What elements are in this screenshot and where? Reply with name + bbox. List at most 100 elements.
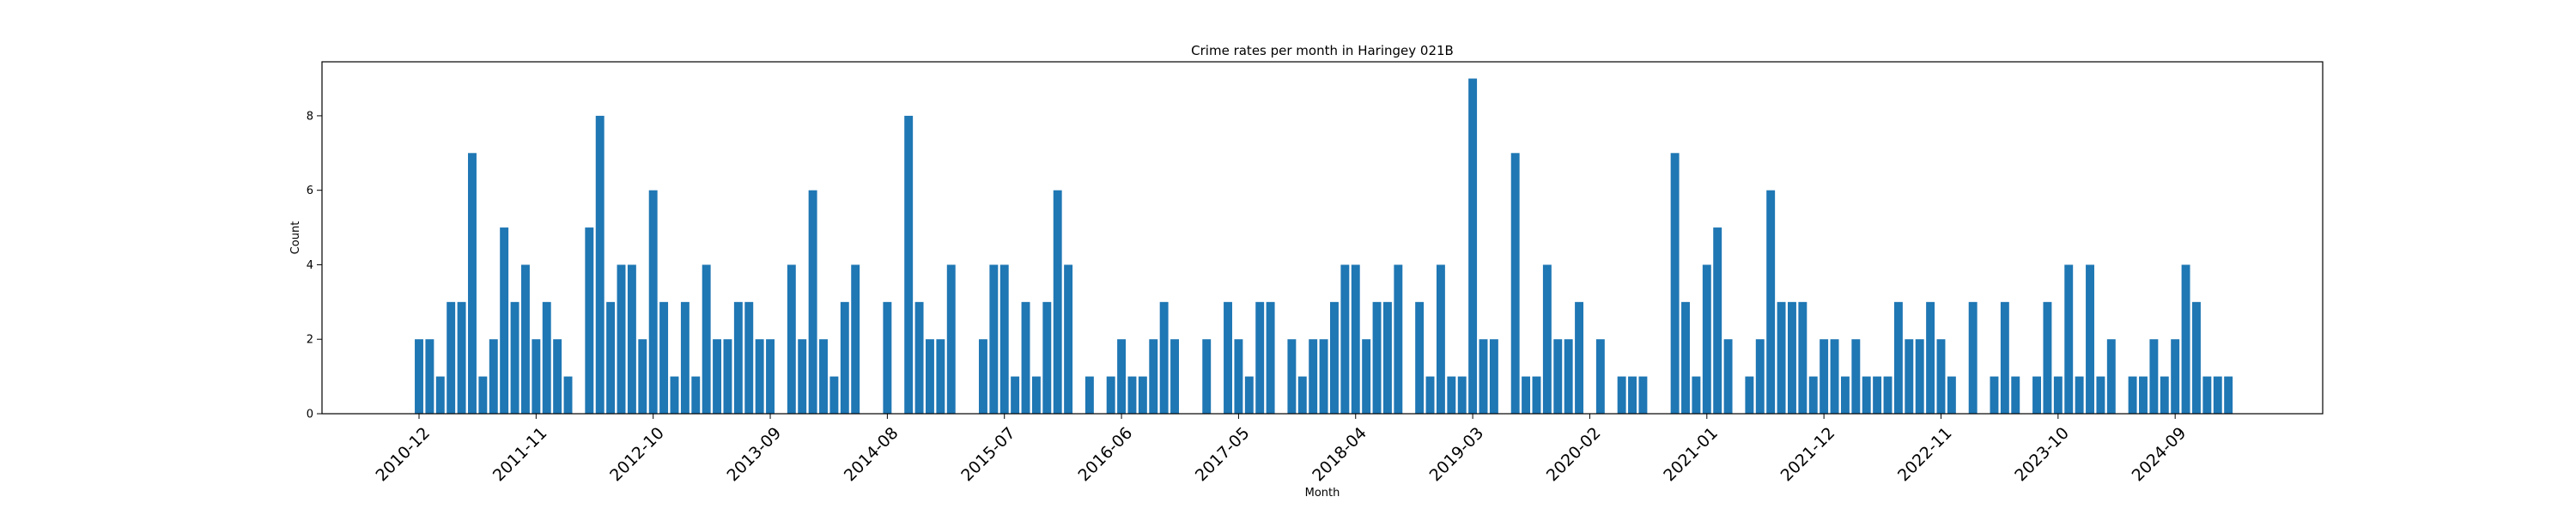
bar	[1990, 376, 1999, 414]
bar	[926, 339, 934, 414]
bar	[617, 264, 626, 414]
bar	[946, 264, 956, 414]
bar	[1340, 264, 1350, 414]
x-tick-label: 2020-02	[1543, 424, 1605, 486]
bar	[457, 301, 466, 414]
bar	[670, 376, 679, 414]
bar	[1255, 301, 1265, 414]
bar	[1617, 376, 1626, 414]
bar	[1510, 153, 1520, 415]
bar	[2181, 264, 2190, 414]
bar	[2032, 376, 2041, 414]
bar	[2202, 376, 2212, 414]
bar	[1681, 301, 1690, 414]
bar	[659, 301, 669, 414]
bar	[1755, 339, 1765, 414]
bar	[1064, 264, 1073, 414]
x-tick-label: 2015-07	[957, 424, 1019, 486]
bar	[415, 339, 423, 414]
bar	[999, 264, 1009, 414]
bar	[1968, 301, 1978, 414]
bar	[1542, 264, 1552, 414]
bar	[1149, 339, 1158, 414]
plot-frame	[321, 61, 2324, 415]
bar	[1372, 301, 1382, 414]
x-tick-label: 2011-11	[489, 424, 551, 486]
bar	[1138, 376, 1147, 414]
bar	[1926, 301, 1935, 414]
bar	[702, 264, 711, 414]
bar	[638, 339, 647, 414]
x-tick-label: 2023-10	[2011, 424, 2073, 486]
bar	[1127, 376, 1137, 414]
bar	[1788, 301, 1796, 414]
bar	[1266, 301, 1275, 414]
bar	[840, 301, 849, 414]
bar	[1489, 339, 1498, 414]
x-axis-label: Month	[1305, 487, 1340, 500]
bar	[542, 301, 551, 414]
bars-group	[415, 78, 2233, 415]
bar	[563, 376, 573, 414]
bar	[1159, 301, 1169, 414]
bar	[1723, 339, 1733, 414]
bar	[1457, 376, 1467, 414]
bar	[2043, 301, 2052, 414]
x-tick-label: 2021-01	[1660, 424, 1722, 486]
bar	[648, 190, 658, 414]
bar	[1202, 339, 1212, 414]
bar	[1840, 376, 1850, 414]
x-tick-label: 2014-08	[841, 424, 902, 486]
bar	[435, 376, 445, 414]
bar	[1309, 339, 1318, 414]
bar	[1595, 339, 1605, 414]
bar	[1702, 264, 1711, 414]
bar	[2139, 376, 2148, 414]
bar	[1297, 376, 1307, 414]
y-tick-label: 2	[307, 334, 313, 347]
x-axis: 2010-12 2011-11 2012-10 2013-09 2014-08 2015-…	[372, 414, 2190, 485]
bar	[1468, 78, 1478, 415]
bar	[1382, 301, 1392, 414]
bar	[936, 339, 945, 414]
bar	[680, 301, 690, 414]
bar	[1117, 339, 1127, 414]
bar	[1936, 339, 1946, 414]
bar	[1011, 376, 1020, 414]
bar	[819, 339, 828, 414]
bar	[2053, 376, 2063, 414]
bar	[468, 153, 477, 415]
bar	[1713, 227, 1722, 414]
bar	[1234, 339, 1243, 414]
bar	[1575, 301, 1584, 414]
bar	[1244, 376, 1254, 414]
bar	[1883, 376, 1893, 414]
bar	[883, 301, 892, 414]
bar	[733, 301, 743, 414]
bar	[1522, 376, 1531, 414]
bar	[2086, 264, 2094, 414]
bar	[1947, 376, 1956, 414]
bar	[744, 301, 754, 414]
bar	[1808, 376, 1818, 414]
x-tick-label: 2022-11	[1894, 424, 1956, 486]
bar	[1362, 339, 1371, 414]
bar	[2224, 376, 2233, 414]
bar	[978, 339, 987, 414]
bar	[1170, 339, 1180, 414]
bar	[2213, 376, 2222, 414]
bar	[1031, 376, 1041, 414]
bar	[755, 339, 764, 414]
x-tick-label: 2016-06	[1075, 424, 1137, 486]
bar	[713, 339, 722, 414]
bar	[766, 339, 775, 414]
bar	[500, 227, 509, 414]
bar	[2011, 376, 2020, 414]
y-tick-label: 0	[307, 409, 313, 421]
x-tick-label: 2018-04	[1309, 424, 1370, 486]
bar	[1893, 301, 1903, 414]
bar	[627, 264, 636, 414]
bar	[2149, 339, 2159, 414]
bar	[1436, 264, 1445, 414]
